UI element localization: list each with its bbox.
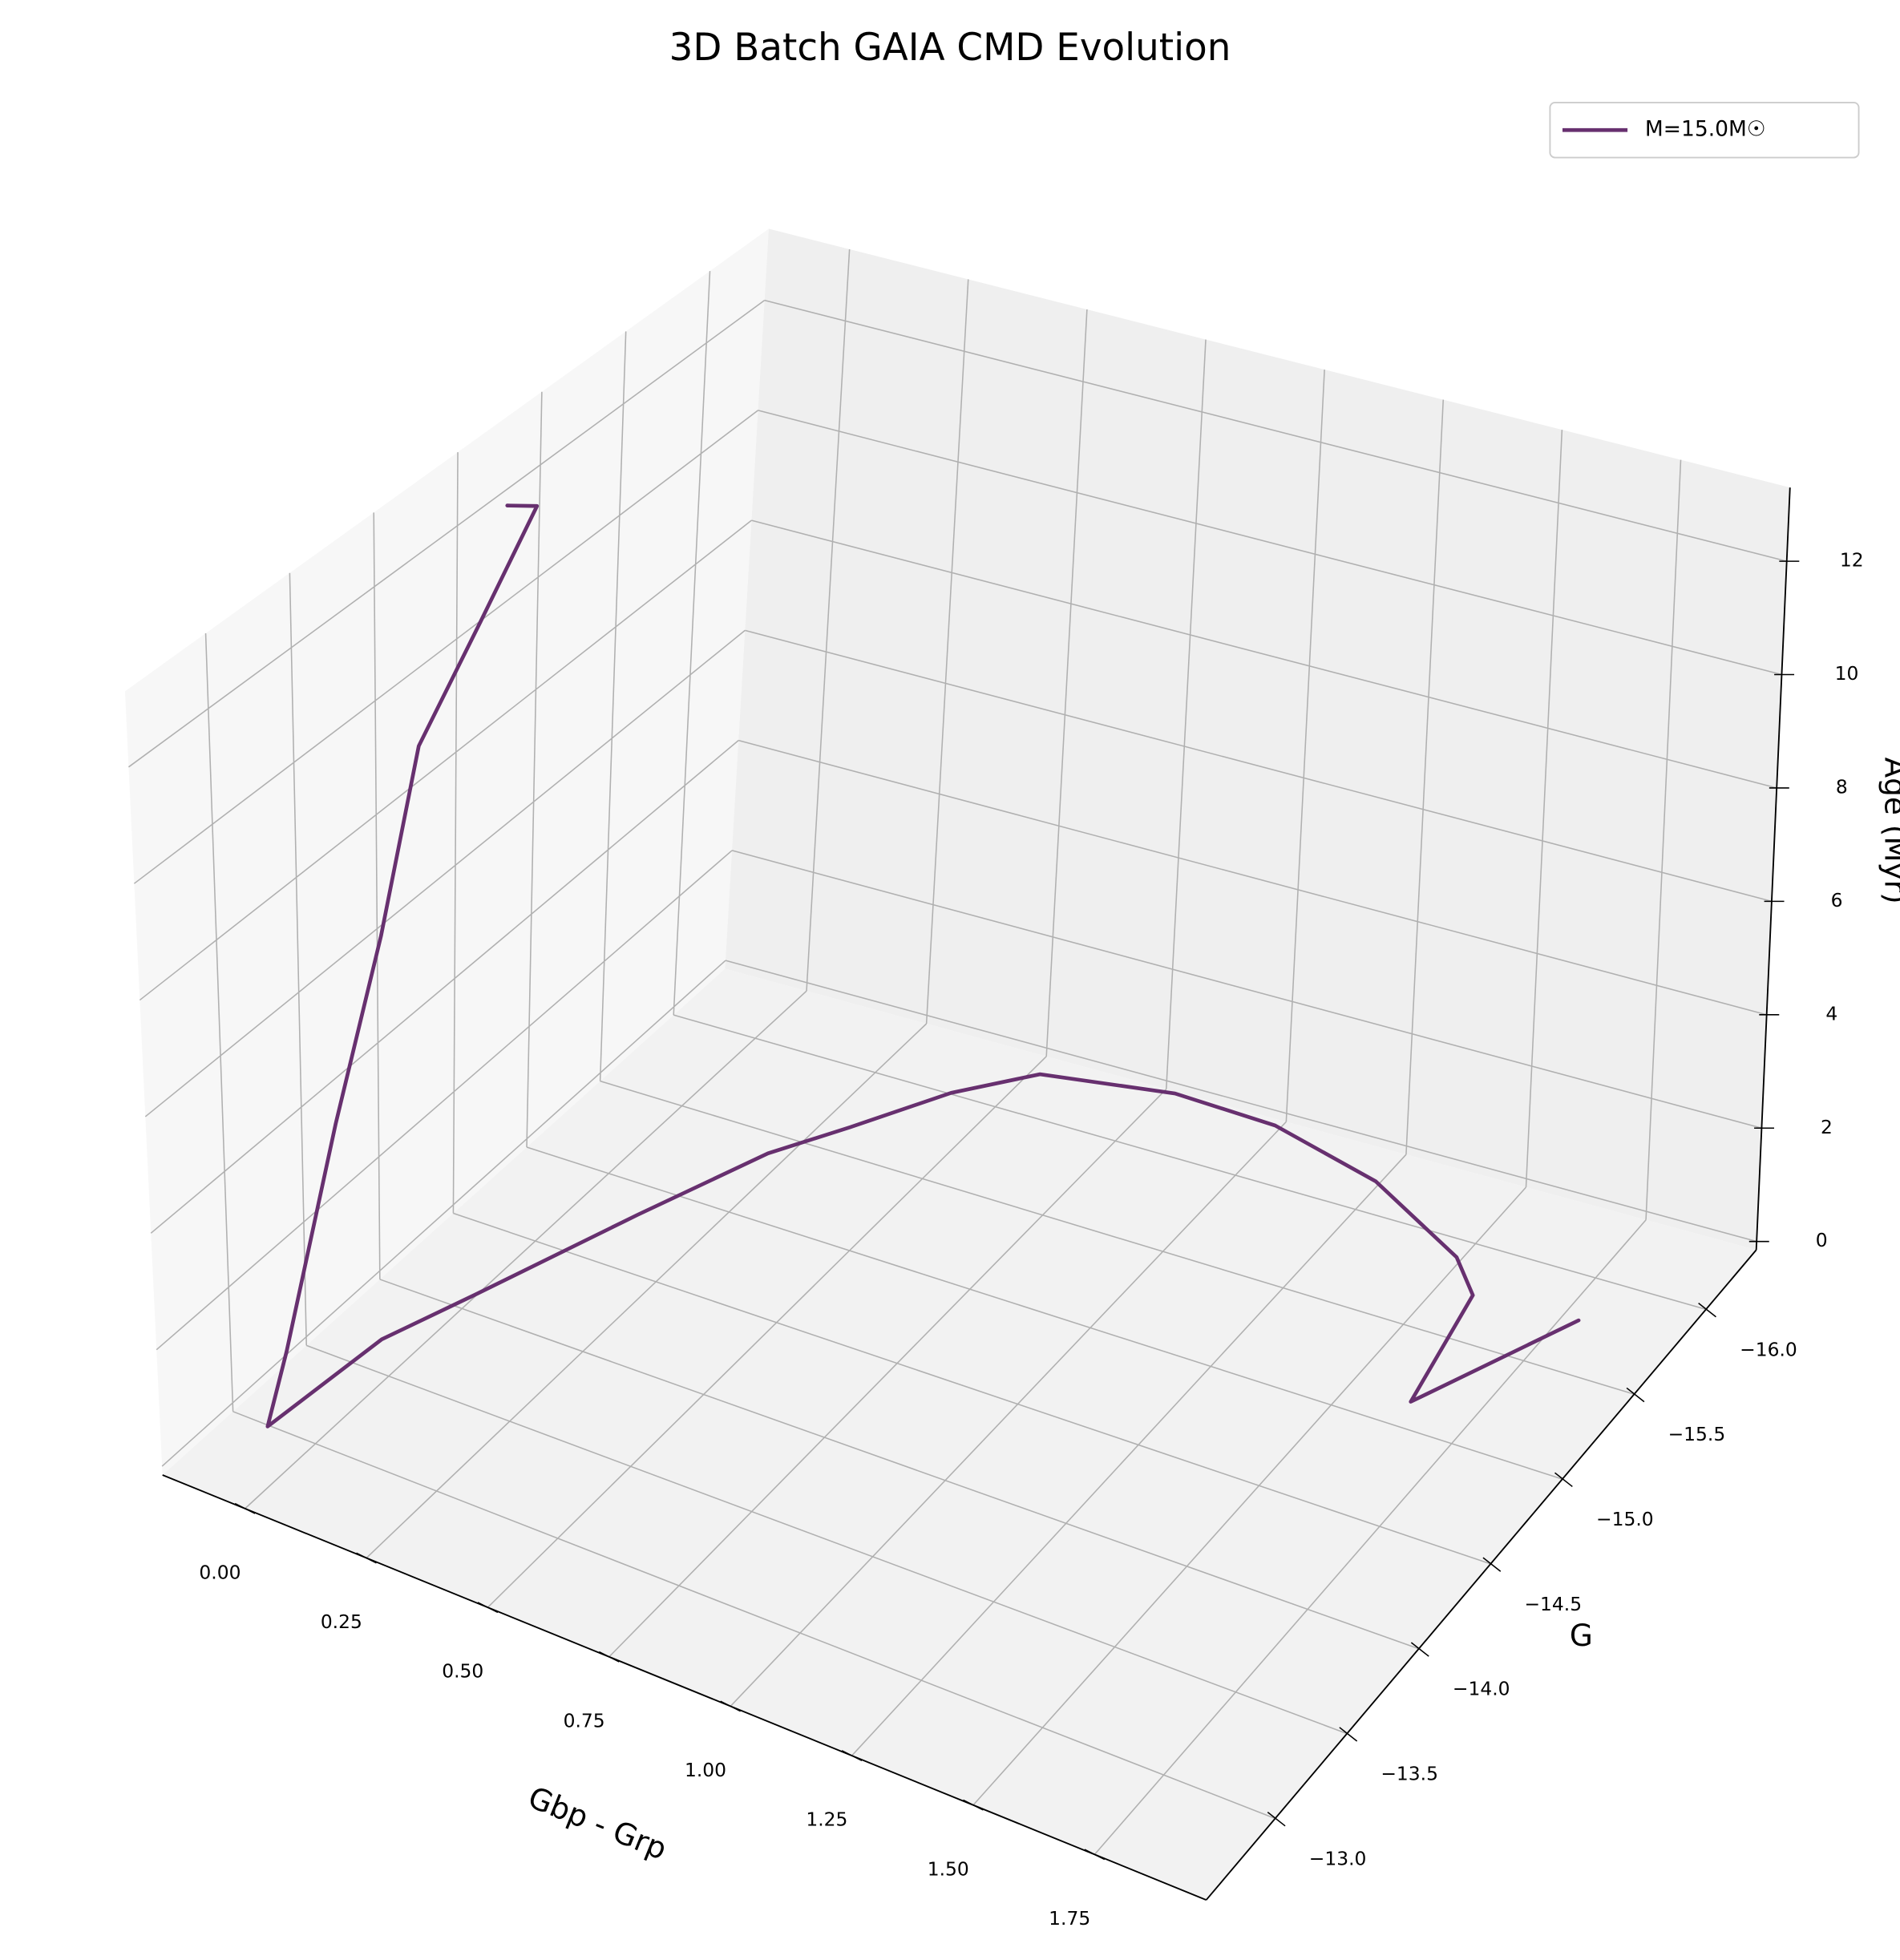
y-tick-label: −13.5 (1381, 1763, 1438, 1785)
z-tick-label: 0 (1816, 1229, 1828, 1251)
z-tick-label: 2 (1821, 1116, 1833, 1138)
grid-line (127, 300, 766, 768)
x-tick-label: 0.50 (442, 1660, 483, 1683)
grid-line (806, 249, 851, 992)
y-tick-label: −14.5 (1524, 1593, 1582, 1615)
grid-line (245, 990, 807, 1509)
grid-line (232, 1411, 1275, 1820)
x-tick-label: 1.25 (806, 1808, 847, 1831)
grid-line (673, 271, 711, 1016)
tick-mark (1267, 1812, 1286, 1827)
grid-line (373, 512, 381, 1279)
legend-label: M=15.0M☉ (1645, 117, 1766, 142)
grid-line (599, 331, 627, 1081)
x-axis-label: Gbp - Grp (524, 1780, 672, 1867)
grid-line (161, 960, 726, 1467)
grid-line (600, 1080, 1635, 1395)
y-tick-label: −13.0 (1309, 1847, 1367, 1869)
grid-line (725, 960, 1757, 1243)
grid-line (1094, 1219, 1647, 1855)
grid-line (1166, 339, 1207, 1089)
tick-mark (1554, 1472, 1573, 1488)
legend: M=15.0M☉ (1549, 101, 1860, 159)
z-tick-label: 8 (1836, 775, 1848, 798)
grid-line (487, 1056, 1047, 1608)
pane-back (725, 228, 1790, 1251)
x-tick-label: 1.00 (685, 1759, 726, 1781)
grid-line (608, 1089, 1167, 1658)
grid-line (156, 850, 733, 1351)
grid-line (204, 632, 234, 1412)
tick-mark (1410, 1642, 1429, 1657)
x-tick-label: 1.50 (928, 1857, 969, 1880)
y-tick-label: −15.5 (1668, 1423, 1726, 1445)
grid-line (673, 1014, 1707, 1311)
z-axis-label: Age (Myr) (1878, 758, 1900, 904)
legend-box (1549, 101, 1860, 159)
grid-line (764, 299, 1787, 562)
grid-line (1645, 459, 1682, 1220)
grid-line (1405, 399, 1445, 1155)
y-tick-label: −15.0 (1596, 1508, 1654, 1530)
z-tick-label: 6 (1831, 889, 1843, 911)
y-axis-label: G (1570, 1618, 1593, 1653)
grid-line (731, 850, 1762, 1130)
pane-floor (162, 968, 1756, 1901)
grid-line (1285, 370, 1325, 1122)
y-axis-line (1205, 1249, 1757, 1901)
tick-mark (1626, 1387, 1645, 1403)
grid-line (452, 452, 459, 1214)
chart-title: 3D Batch GAIA CMD Evolution (669, 26, 1231, 70)
x-tick-label: 0.75 (564, 1709, 605, 1732)
grid-line (1045, 309, 1088, 1057)
x-tick-label: 0.00 (199, 1561, 241, 1583)
grid-line (751, 519, 1777, 789)
grid-line (366, 1023, 928, 1559)
z-tick-label: 4 (1825, 1002, 1837, 1024)
grid-line (745, 629, 1773, 903)
x-tick-label: 0.25 (321, 1610, 362, 1633)
grid-line (738, 739, 1767, 1016)
x-axis-line (162, 1474, 1207, 1901)
tick-mark (1339, 1727, 1358, 1742)
z-tick-label: 12 (1840, 549, 1864, 572)
grid-line (730, 1121, 1287, 1707)
grid-line (526, 391, 543, 1148)
grid-line (851, 1154, 1407, 1756)
tick-mark (1482, 1557, 1502, 1572)
grid-line (526, 1146, 1563, 1480)
grid-line (1525, 430, 1563, 1188)
grid-line (289, 572, 308, 1346)
grid-line (133, 410, 758, 884)
grid-line (139, 519, 752, 1001)
grid-line (379, 1279, 1420, 1650)
grid-line (972, 1186, 1527, 1806)
grid-line (305, 1344, 1348, 1735)
y-tick-label: −16.0 (1740, 1338, 1797, 1360)
grid-line (758, 410, 1782, 676)
pane-left (124, 228, 769, 1475)
grid-line (925, 279, 969, 1024)
z-axis-line (1755, 487, 1791, 1251)
x-tick-label: 1.75 (1049, 1907, 1090, 1930)
grid-line (150, 740, 739, 1234)
grid-line (144, 629, 746, 1117)
grid-line (453, 1212, 1491, 1565)
y-tick-label: −14.0 (1453, 1678, 1510, 1700)
z-tick-label: 10 (1835, 662, 1859, 685)
line (265, 503, 1581, 1429)
tick-mark (1698, 1302, 1716, 1318)
